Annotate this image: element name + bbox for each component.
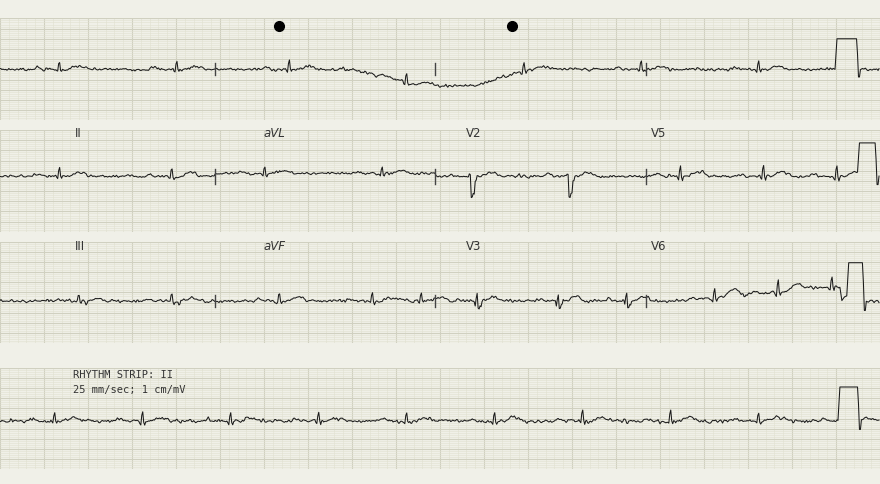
Text: aVL: aVL [264,126,286,139]
Text: V6: V6 [651,239,667,252]
Text: III: III [75,239,85,252]
Text: II: II [75,126,82,139]
Text: 25 mm/sec; 1 cm/mV: 25 mm/sec; 1 cm/mV [73,384,186,394]
Text: V2: V2 [466,126,482,139]
Text: V3: V3 [466,239,481,252]
Text: V5: V5 [651,126,666,139]
Text: aVF: aVF [264,239,286,252]
Text: RHYTHM STRIP: II: RHYTHM STRIP: II [73,369,173,379]
